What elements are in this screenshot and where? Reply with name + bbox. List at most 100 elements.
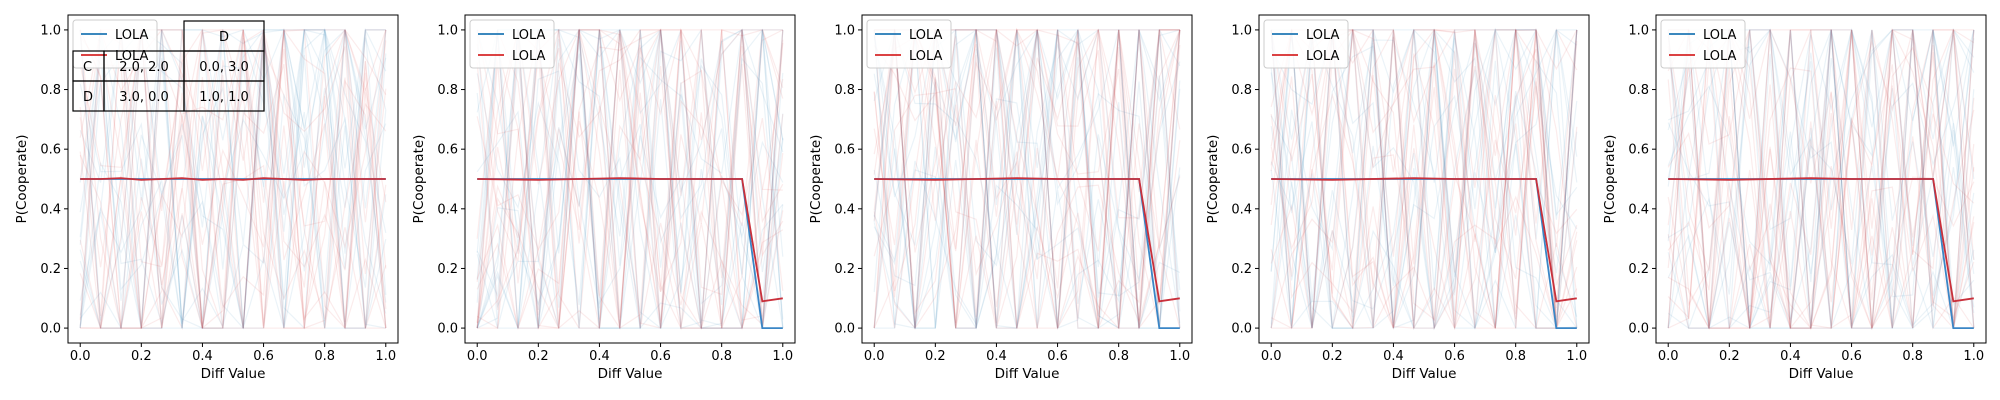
plot-area bbox=[873, 27, 1181, 331]
run-trace bbox=[873, 29, 1180, 331]
table-cell-text: D bbox=[219, 30, 229, 45]
y-tick-label: 1.0 bbox=[1231, 23, 1252, 38]
legend-box bbox=[1263, 19, 1349, 69]
axes-frame bbox=[1655, 14, 1987, 344]
run-trace bbox=[1270, 27, 1578, 329]
run-trace bbox=[1667, 29, 1975, 329]
run-trace bbox=[79, 28, 387, 329]
x-tick-label: 0.0 bbox=[467, 349, 488, 364]
run-trace bbox=[476, 29, 784, 329]
legend-label: LOLA bbox=[512, 49, 546, 64]
table-cell bbox=[183, 80, 265, 112]
x-tick-label: 0.8 bbox=[711, 349, 732, 364]
legend-box bbox=[1660, 19, 1746, 69]
x-tick-label: 0.8 bbox=[314, 349, 335, 364]
run-trace bbox=[873, 28, 1181, 298]
run-trace bbox=[1271, 28, 1578, 330]
run-trace bbox=[874, 28, 1180, 329]
run-trace bbox=[79, 29, 387, 329]
axes-frame bbox=[1258, 14, 1590, 344]
run-trace bbox=[1667, 29, 1975, 329]
x-tick-label: 0.6 bbox=[1841, 349, 1862, 364]
x-axis-label: Diff Value bbox=[995, 366, 1060, 382]
plot-area bbox=[1270, 27, 1578, 331]
run-trace bbox=[1667, 29, 1974, 331]
run-trace bbox=[873, 28, 1181, 329]
run-trace bbox=[1667, 28, 1975, 329]
run-trace bbox=[1667, 29, 1975, 329]
x-axis-label: Diff Value bbox=[201, 366, 266, 382]
x-tick-label: 1.0 bbox=[1566, 349, 1587, 364]
series-line-red bbox=[1668, 177, 1974, 303]
x-tick-label: 0.2 bbox=[1322, 349, 1343, 364]
run-trace bbox=[1270, 29, 1578, 330]
x-tick-label: 0.0 bbox=[1658, 349, 1679, 364]
run-trace bbox=[1270, 29, 1578, 329]
series-line-red bbox=[80, 177, 386, 181]
run-trace bbox=[1270, 29, 1578, 329]
run-trace bbox=[476, 29, 784, 329]
run-trace bbox=[1667, 29, 1975, 330]
run-trace bbox=[1667, 29, 1975, 329]
run-trace bbox=[873, 29, 1181, 329]
run-trace bbox=[1270, 29, 1578, 329]
x-tick-label: 0.8 bbox=[1505, 349, 1526, 364]
run-trace bbox=[79, 29, 387, 330]
run-trace bbox=[79, 29, 387, 329]
legend: LOLA LOLA bbox=[866, 19, 952, 69]
legend-box bbox=[866, 19, 952, 69]
run-trace bbox=[476, 29, 784, 329]
run-trace bbox=[79, 29, 387, 329]
table-cell-text: 2.0, 2.0 bbox=[119, 60, 169, 75]
run-trace bbox=[1270, 27, 1578, 329]
run-trace bbox=[79, 29, 387, 329]
x-tick-label: 0.4 bbox=[192, 349, 213, 364]
x-tick-label: 0.2 bbox=[131, 349, 152, 364]
y-tick-label: 0.8 bbox=[834, 83, 855, 98]
run-trace bbox=[1667, 27, 1975, 329]
run-trace bbox=[79, 29, 387, 329]
run-trace bbox=[476, 29, 783, 330]
run-trace bbox=[79, 29, 387, 329]
run-trace bbox=[1667, 29, 1975, 329]
x-tick-label: 0.6 bbox=[1047, 349, 1068, 364]
run-trace bbox=[476, 28, 784, 330]
y-tick-label: 0.0 bbox=[437, 322, 458, 337]
chart-panel: 0.0 0.2 0.4 0.6 0.8 1.0 0.0 0.2 0.4 0.6 0.8 1.0 Diff… bbox=[808, 14, 1193, 382]
axes-frame bbox=[861, 14, 1193, 344]
legend-label: LOLA bbox=[909, 49, 943, 64]
run-trace bbox=[476, 29, 784, 331]
run-trace bbox=[79, 29, 387, 329]
run-trace bbox=[873, 29, 1181, 329]
run-trace bbox=[873, 29, 1181, 329]
run-trace bbox=[873, 29, 1181, 330]
y-tick-label: 1.0 bbox=[437, 23, 458, 38]
legend-box bbox=[72, 19, 158, 69]
run-trace bbox=[476, 29, 784, 331]
y-axis-label: P(Cooperate) bbox=[808, 135, 824, 224]
x-tick-label: 0.0 bbox=[1261, 349, 1282, 364]
y-tick-label: 0.4 bbox=[834, 202, 855, 217]
run-trace bbox=[476, 29, 784, 330]
run-trace bbox=[79, 29, 387, 329]
run-trace bbox=[1668, 29, 1975, 329]
run-trace bbox=[1667, 29, 1975, 331]
x-tick-label: 0.8 bbox=[1902, 349, 1923, 364]
y-tick-label: 0.6 bbox=[1628, 143, 1649, 158]
y-tick-label: 1.0 bbox=[40, 23, 61, 38]
legend-label: LOLA bbox=[512, 28, 546, 43]
run-trace bbox=[476, 28, 784, 329]
y-tick-label: 0.2 bbox=[1628, 262, 1649, 277]
run-trace bbox=[79, 28, 386, 329]
x-tick-label: 0.4 bbox=[589, 349, 610, 364]
x-tick-label: 0.4 bbox=[1383, 349, 1404, 364]
run-trace bbox=[80, 29, 387, 330]
y-tick-label: 0.0 bbox=[834, 322, 855, 337]
x-tick-label: 0.4 bbox=[1780, 349, 1801, 364]
run-trace bbox=[476, 29, 784, 330]
run-trace bbox=[1667, 29, 1975, 330]
run-trace bbox=[1270, 29, 1578, 329]
run-trace bbox=[1270, 29, 1578, 329]
x-tick-label: 0.2 bbox=[528, 349, 549, 364]
